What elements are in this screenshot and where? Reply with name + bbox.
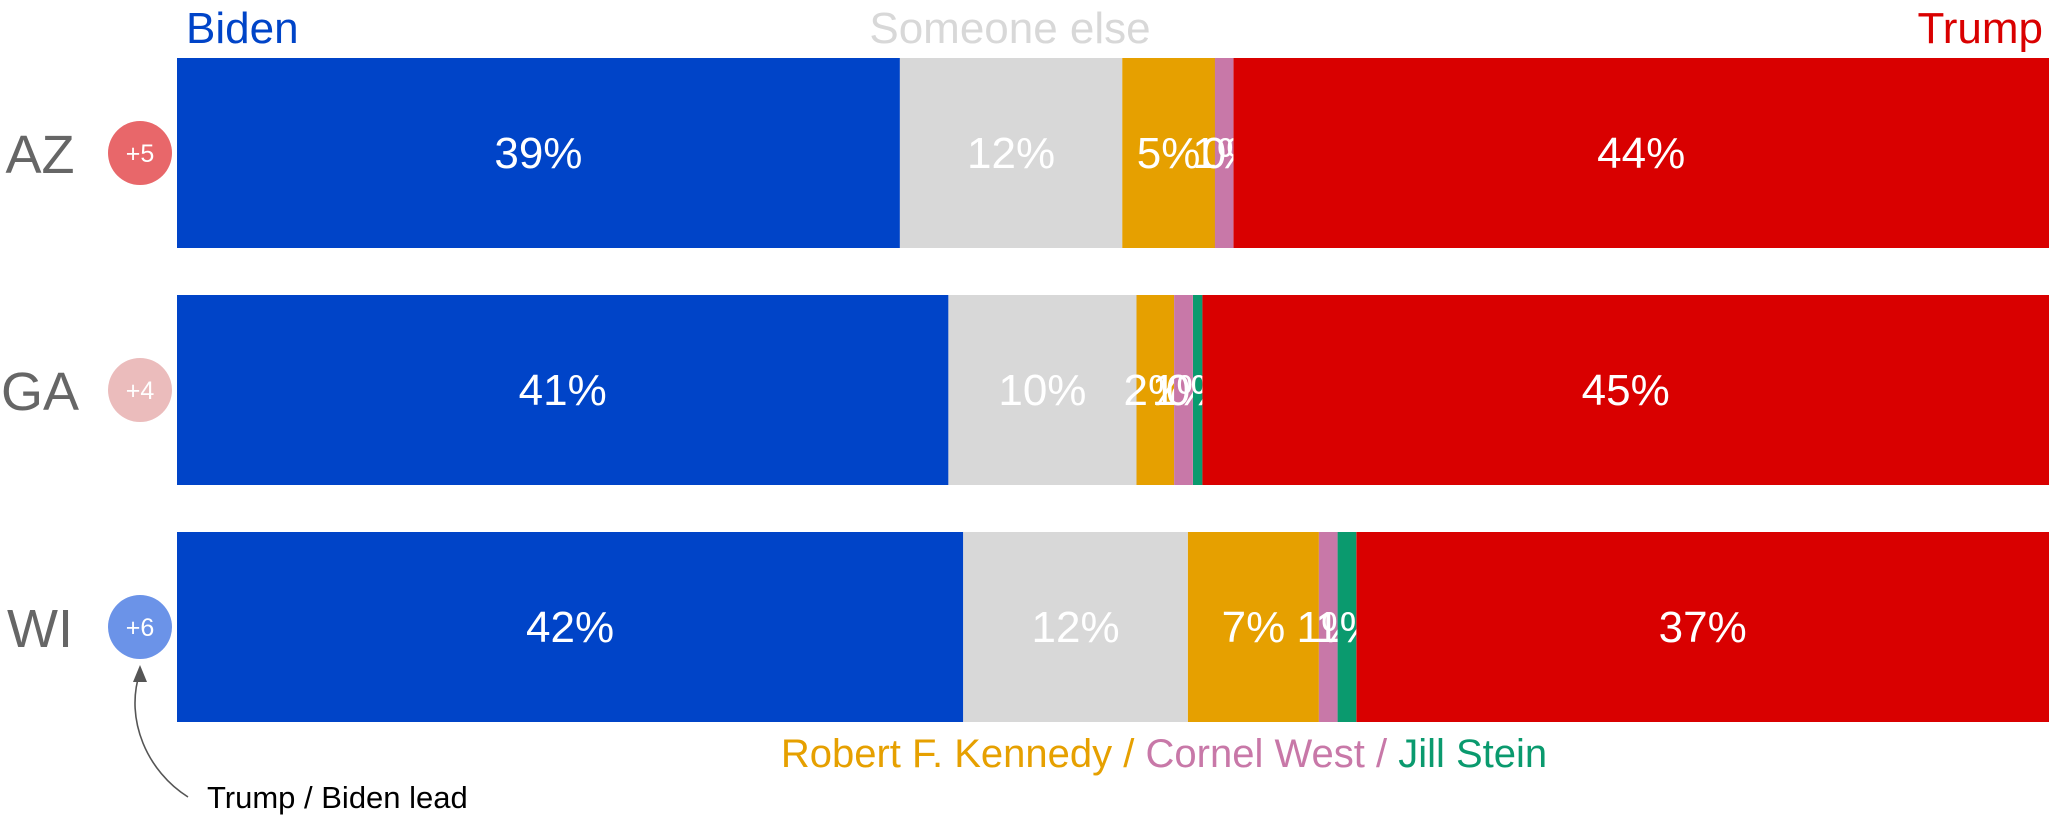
lead-badge-label-wi: +6 bbox=[126, 614, 155, 642]
header-trump-label: Trump bbox=[1918, 4, 2044, 53]
legend-stein: Jill Stein bbox=[1398, 732, 1547, 776]
lead-badge-ga bbox=[108, 358, 172, 422]
lead-badge-az bbox=[108, 121, 172, 185]
bar-segment-wi-someone-else bbox=[963, 532, 1188, 722]
legend-kennedy: Robert F. Kennedy bbox=[781, 732, 1112, 776]
header-biden-label: Biden bbox=[186, 4, 299, 53]
lead-badge-label-az: +5 bbox=[126, 140, 155, 168]
bar-label-wi-biden: 42% bbox=[526, 603, 614, 652]
annotation-text: Trump / Biden lead bbox=[207, 780, 468, 815]
bar-segment-ga-biden bbox=[177, 295, 949, 485]
state-label-az: AZ bbox=[5, 125, 74, 185]
state-label-wi: WI bbox=[7, 599, 73, 659]
bar-label-wi-someone-else: 12% bbox=[1032, 603, 1120, 652]
bar-label-az-biden: 39% bbox=[494, 129, 582, 178]
bar-label-az-robert-f-kennedy: 5% bbox=[1137, 129, 1201, 178]
annotation-arrow-head bbox=[133, 665, 147, 682]
bar-segment-ga-jill-stein bbox=[1193, 295, 1203, 485]
bar-label-az-someone-else: 12% bbox=[967, 129, 1055, 178]
bar-label-ga-biden: 41% bbox=[519, 366, 607, 415]
lead-badge-label-ga: +4 bbox=[126, 377, 155, 405]
bar-segment-ga-robert-f-kennedy bbox=[1136, 295, 1175, 485]
bar-segment-wi-trump bbox=[1356, 532, 2049, 722]
bar-label-wi-robert-f-kennedy: 7% bbox=[1222, 603, 1286, 652]
bar-segment-az-cornel-west bbox=[1214, 58, 1234, 248]
bar-label-ga-someone-else: 10% bbox=[998, 366, 1086, 415]
bar-segment-wi-robert-f-kennedy bbox=[1187, 532, 1319, 722]
bar-segment-az-trump bbox=[1233, 58, 2049, 248]
bar-segment-az-biden bbox=[177, 58, 900, 248]
bar-segment-az-someone-else bbox=[899, 58, 1123, 248]
legend-separator-2: / bbox=[1365, 732, 1398, 776]
bar-segment-wi-cornel-west bbox=[1318, 532, 1338, 722]
bottom-legend: Robert F. Kennedy / Cornel West / Jill S… bbox=[781, 732, 1547, 776]
legend-separator-1: / bbox=[1112, 732, 1145, 776]
bar-segment-wi-biden bbox=[177, 532, 964, 722]
annotation-arrow-line bbox=[134, 671, 189, 798]
bar-segment-ga-trump bbox=[1202, 295, 2049, 485]
header-someone-else-label: Someone else bbox=[869, 4, 1150, 53]
bar-segment-ga-cornel-west bbox=[1174, 295, 1193, 485]
legend-west: Cornel West bbox=[1146, 732, 1365, 776]
bars-group: AZ+539%12%5%1%0%44%GA+441%10%2%1%0%45%WI… bbox=[1, 58, 2049, 722]
lead-badge-wi bbox=[108, 595, 172, 659]
bar-label-az-trump: 44% bbox=[1597, 129, 1685, 178]
bar-segment-ga-someone-else bbox=[948, 295, 1137, 485]
bar-label-ga-trump: 45% bbox=[1582, 366, 1670, 415]
state-label-ga: GA bbox=[1, 362, 79, 422]
bar-label-wi-trump: 37% bbox=[1659, 603, 1747, 652]
bar-segment-az-robert-f-kennedy bbox=[1122, 58, 1215, 248]
bar-segment-wi-jill-stein bbox=[1337, 532, 1357, 722]
